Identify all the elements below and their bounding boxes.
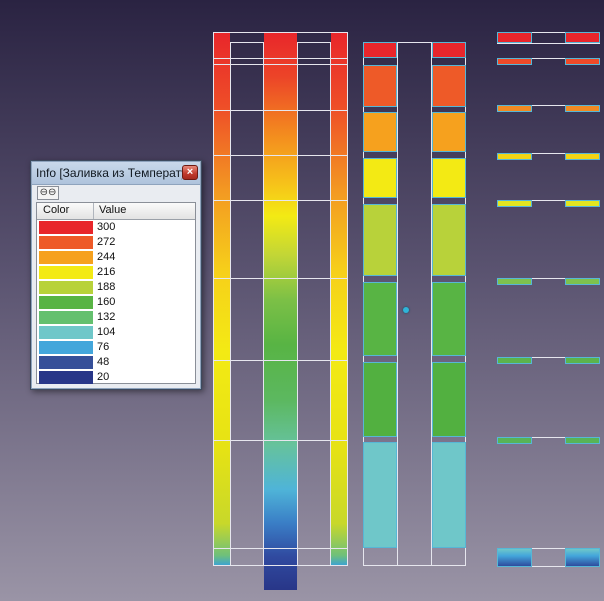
legend-row: 188 [37, 280, 195, 295]
model2-block-300-left [363, 42, 397, 58]
info-title: Info [Заливка из Температу... [36, 166, 182, 180]
value-column-header[interactable]: Value [99, 204, 127, 216]
legend-swatch [39, 296, 93, 309]
model3-plate-160b-left [497, 437, 532, 444]
model2-block-160b-left [363, 362, 397, 437]
legend-value: 300 [97, 221, 116, 233]
legend-swatch [39, 281, 93, 294]
legend-swatch [39, 251, 93, 264]
close-icon: × [186, 166, 194, 178]
model3-plate-244-right [565, 105, 600, 112]
model2-block-160b-right [432, 362, 466, 437]
model3-plate-300-right [565, 32, 600, 43]
model3-plate-160b-right [565, 437, 600, 444]
model2-block-188-right [432, 204, 466, 276]
legend-value: 132 [97, 311, 116, 323]
model1-right-column [331, 32, 348, 566]
legend-swatch [39, 341, 93, 354]
legend-value: 104 [97, 326, 116, 338]
model3-plate-216a-left [497, 153, 532, 160]
model2-block-216-left [363, 158, 397, 198]
model1-inner-right [297, 42, 331, 566]
model1-inner-left [230, 42, 264, 566]
legend-swatch [39, 356, 93, 369]
model2-block-104-right [432, 442, 466, 548]
color-column-header[interactable]: Color [43, 204, 70, 216]
legend-value: 188 [97, 281, 116, 293]
model2-block-244-left [363, 112, 397, 152]
legend-row: 76 [37, 340, 195, 355]
legend-swatch [39, 266, 93, 279]
legend-value: 48 [97, 356, 110, 368]
model3-plate-300-left [497, 32, 532, 43]
legend-row: 300 [37, 220, 195, 235]
model2-block-104-left [363, 442, 397, 548]
model3-plate-272-left [497, 58, 532, 65]
link-button[interactable]: ⊖⊖ [37, 186, 59, 200]
model2-block-300-right [432, 42, 466, 58]
model3-plate-bottom-left [497, 548, 532, 567]
model1-left-column [213, 32, 230, 566]
model3-plate-216b-left [497, 200, 532, 207]
legend-row: 20 [37, 370, 195, 385]
info-titlebar[interactable]: Info [Заливка из Температу... × [32, 162, 200, 185]
model3-plate-244-left [497, 105, 532, 112]
link-icon: ⊖⊖ [39, 187, 57, 198]
legend-value: 160 [97, 296, 116, 308]
model3-plate-160a-right [565, 357, 600, 364]
legend-row: 216 [37, 265, 195, 280]
legend-row: 160 [37, 295, 195, 310]
model3-plate-188-left [497, 278, 532, 285]
legend-value: 244 [97, 251, 116, 263]
legend-value: 272 [97, 236, 116, 248]
model1-center-column [264, 32, 297, 590]
info-window[interactable]: Info [Заливка из Температу... × ⊖⊖ Color… [30, 160, 202, 390]
model2-block-272-right [432, 65, 466, 107]
model3-plate-216b-right [565, 200, 600, 207]
model2-block-160a-right [432, 282, 466, 356]
legend-value: 76 [97, 341, 110, 353]
legend-value: 20 [97, 371, 110, 383]
model2-block-188-left [363, 204, 397, 276]
legend-value: 216 [97, 266, 116, 278]
model2-block-244-right [432, 112, 466, 152]
legend-row: 104 [37, 325, 195, 340]
legend-row: 272 [37, 235, 195, 250]
legend-row: 244 [37, 250, 195, 265]
legend-swatch [39, 236, 93, 249]
model2-block-272-left [363, 65, 397, 107]
legend-swatch [39, 371, 93, 384]
legend-swatch [39, 221, 93, 234]
legend-swatch [39, 311, 93, 324]
legend-row: 132 [37, 310, 195, 325]
legend-row: 48 [37, 355, 195, 370]
model3-plate-160a-left [497, 357, 532, 364]
model2-block-160a-left [363, 282, 397, 356]
legend-table: Color Value 300 272 244 216 188 160 132 104 76 48… [36, 202, 196, 384]
legend-swatch [39, 326, 93, 339]
model3-plate-216a-right [565, 153, 600, 160]
legend-header: Color Value [37, 203, 195, 220]
close-button[interactable]: × [182, 165, 198, 180]
model3-plate-bottom-right [565, 548, 600, 567]
model2-block-216-right [432, 158, 466, 198]
model2-center-gap [397, 42, 432, 566]
model3-plate-272-right [565, 58, 600, 65]
probe-point[interactable] [403, 307, 409, 313]
model3-plate-188-right [565, 278, 600, 285]
